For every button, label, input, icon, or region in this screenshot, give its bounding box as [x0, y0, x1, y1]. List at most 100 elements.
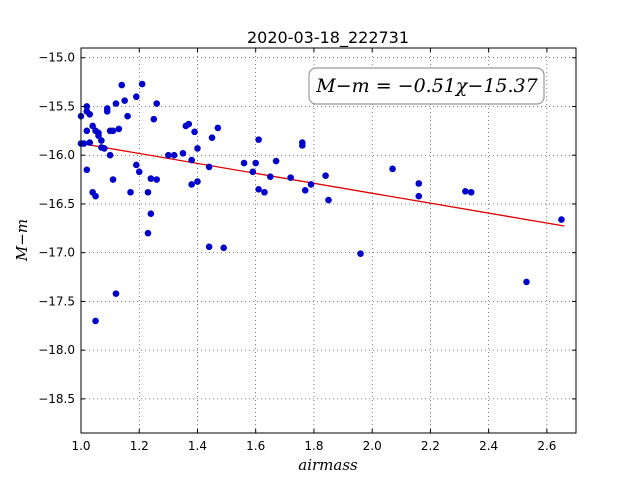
y-tick-label: −18.5: [38, 392, 75, 406]
x-tick-label: 1.2: [130, 439, 149, 453]
x-tick-label: 2.6: [537, 439, 556, 453]
data-point: [89, 122, 96, 130]
data-point: [255, 136, 262, 143]
data-point: [118, 81, 126, 89]
data-point: [98, 137, 105, 144]
data-point: [261, 188, 268, 196]
data-point: [194, 145, 201, 152]
data-point: [92, 317, 99, 325]
data-point: [185, 120, 193, 128]
data-point: [106, 151, 114, 159]
data-point: [188, 181, 195, 188]
data-point: [298, 142, 306, 149]
data-point: [86, 110, 94, 118]
data-point: [153, 176, 161, 183]
data-point: [86, 139, 94, 146]
data-point: [144, 229, 152, 237]
y-tick-label: −17.0: [38, 246, 75, 260]
data-point: [205, 243, 213, 251]
data-point: [115, 125, 123, 133]
data-points: [77, 80, 565, 325]
data-point: [249, 168, 257, 176]
x-tick-label: 2.2: [421, 439, 440, 453]
data-point: [220, 244, 227, 252]
y-tick-label: −17.5: [38, 294, 75, 308]
grid: [80, 48, 576, 433]
data-point: [252, 159, 260, 167]
data-point: [150, 115, 158, 123]
data-point: [112, 290, 120, 297]
x-axis-label: airmass: [298, 456, 358, 474]
data-point: [415, 192, 423, 200]
fit-line-group: [86, 143, 565, 227]
data-point: [179, 149, 187, 157]
data-point: [109, 176, 117, 183]
data-point: [109, 127, 117, 135]
plot-frame: [80, 47, 577, 434]
chart-title: 2020-03-18_222731: [247, 28, 409, 48]
data-point: [133, 93, 140, 101]
y-tick-label: −15.0: [38, 51, 75, 65]
y-tick-label: −15.5: [38, 99, 75, 113]
data-point: [147, 175, 155, 182]
data-point: [214, 124, 222, 132]
data-point: [255, 186, 262, 193]
x-tick-label: 1.6: [246, 439, 265, 453]
plot-background: [81, 48, 576, 433]
data-point: [138, 80, 146, 88]
data-point: [467, 188, 475, 196]
data-point: [240, 159, 248, 167]
data-point: [462, 187, 469, 195]
data-point: [170, 151, 178, 159]
data-point: [389, 165, 396, 173]
x-tick-label: 2.0: [363, 439, 382, 453]
x-tick-label: 1.4: [188, 439, 207, 453]
x-tick-label: 1.8: [304, 439, 323, 453]
y-axis-label: M−m: [13, 219, 31, 262]
data-point: [135, 168, 143, 176]
data-point: [103, 108, 111, 115]
data-point: [357, 250, 364, 257]
data-point: [83, 166, 91, 174]
data-point: [287, 174, 294, 181]
annotation-box: [308, 67, 545, 105]
fit-line: [86, 143, 565, 227]
data-point: [205, 163, 213, 171]
x-tick-label: 1.0: [71, 439, 90, 453]
data-point: [95, 129, 102, 137]
data-point: [121, 97, 128, 104]
data-point: [83, 103, 91, 110]
data-point: [127, 188, 134, 196]
data-point: [124, 112, 131, 120]
data-point: [153, 100, 161, 107]
data-point: [266, 173, 274, 180]
data-point: [188, 156, 195, 164]
data-point: [523, 278, 530, 286]
data-point: [191, 128, 198, 136]
data-point: [112, 100, 120, 107]
y-tick-label: −16.0: [38, 148, 75, 162]
x-axis: 1.0 1.2 1.4 1.6 1.8 2.0 2.2 2.4 2.6: [71, 48, 556, 453]
data-point: [558, 216, 565, 223]
data-point: [147, 210, 155, 217]
data-point: [208, 134, 216, 141]
data-point: [80, 140, 88, 147]
y-tick-label: −16.5: [38, 197, 75, 211]
fit-equation: M−m = −0.51χ−15.37: [315, 75, 538, 97]
data-point: [325, 196, 332, 204]
data-point: [322, 172, 329, 179]
data-point: [307, 181, 315, 188]
data-point: [272, 157, 280, 165]
y-tick-label: −18.0: [38, 343, 75, 357]
data-point: [144, 188, 152, 196]
x-tick-label: 2.4: [479, 439, 498, 453]
data-point: [83, 127, 91, 135]
data-point: [92, 192, 99, 200]
data-point: [133, 161, 140, 169]
data-point: [194, 178, 201, 185]
data-point: [100, 145, 108, 152]
data-point: [165, 151, 172, 159]
y-axis: −15.0 −15.5 −16.0 −16.5 −17.0 −17.5 −18.0 −18.5: [38, 51, 576, 406]
data-point: [301, 187, 309, 194]
